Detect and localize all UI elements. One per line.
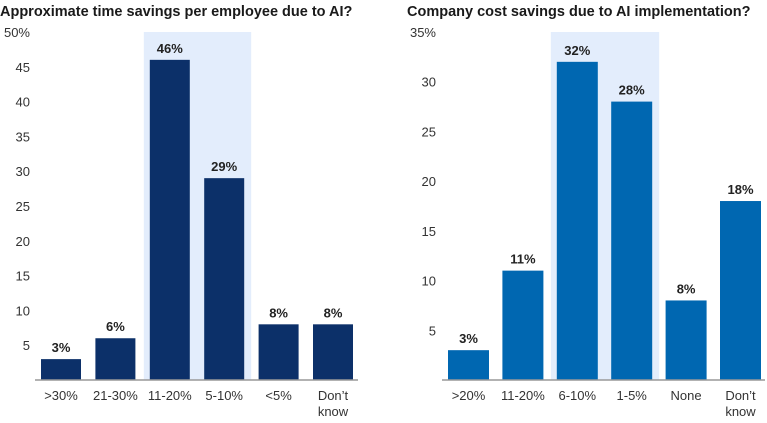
y-tick-label: 35% <box>410 25 436 40</box>
y-tick-label: 25 <box>16 199 30 214</box>
x-tick-label: <5% <box>265 388 292 403</box>
bar <box>149 59 190 381</box>
data-label: 8% <box>269 305 288 320</box>
y-tick-label: 35 <box>16 129 30 144</box>
y-tick-label: 10 <box>422 274 436 289</box>
data-label: 32% <box>564 43 590 58</box>
x-tick-label: Don’t know <box>725 388 756 418</box>
y-tick-label: 5 <box>23 338 30 353</box>
x-tick-label: 1-5% <box>617 388 648 403</box>
x-tick-label: None <box>671 388 702 403</box>
data-label: 8% <box>324 305 343 320</box>
bar <box>502 270 544 380</box>
y-tick-label: 15 <box>16 269 30 284</box>
x-tick-label: >20% <box>452 388 486 403</box>
x-tick-label: 21-30% <box>93 388 138 403</box>
data-label: 29% <box>211 159 237 174</box>
bar <box>720 201 761 380</box>
x-tick-label: 11-20% <box>501 388 545 403</box>
chart-title: Company cost savings due to AI implement… <box>407 4 751 20</box>
y-tick-label: 40 <box>16 95 30 110</box>
x-tick-label: >30% <box>44 388 78 403</box>
data-label: 18% <box>727 182 753 197</box>
bar <box>556 61 598 380</box>
chart-title: Approximate time savings per employee du… <box>0 4 353 20</box>
y-tick-label: 50% <box>4 25 30 40</box>
data-label: 28% <box>619 83 645 98</box>
bar <box>258 324 299 380</box>
data-label: 3% <box>459 331 478 346</box>
data-label: 3% <box>52 340 71 355</box>
x-tick-label: Don’t know <box>318 388 349 418</box>
y-tick-label: 10 <box>16 303 30 318</box>
data-label: 46% <box>157 41 183 56</box>
x-tick-label: 6-10% <box>559 388 597 403</box>
x-tick-label: 5-10% <box>205 388 243 403</box>
x-tick-label: 11-20% <box>148 388 192 403</box>
y-tick-label: 5 <box>429 323 436 338</box>
data-label: 11% <box>510 252 536 267</box>
y-tick-label: 30 <box>422 75 436 90</box>
bar <box>95 338 136 380</box>
bar <box>611 101 653 380</box>
data-label: 8% <box>677 281 696 296</box>
bar <box>448 350 489 380</box>
y-tick-label: 25 <box>422 124 436 139</box>
y-tick-label: 45 <box>16 60 30 75</box>
bar <box>204 178 245 380</box>
bar <box>313 324 353 380</box>
y-tick-label: 30 <box>16 164 30 179</box>
bar <box>41 359 81 380</box>
y-tick-label: 20 <box>16 234 30 249</box>
bar <box>665 300 707 380</box>
y-tick-label: 15 <box>422 224 436 239</box>
y-tick-label: 20 <box>422 174 436 189</box>
data-label: 6% <box>106 319 125 334</box>
